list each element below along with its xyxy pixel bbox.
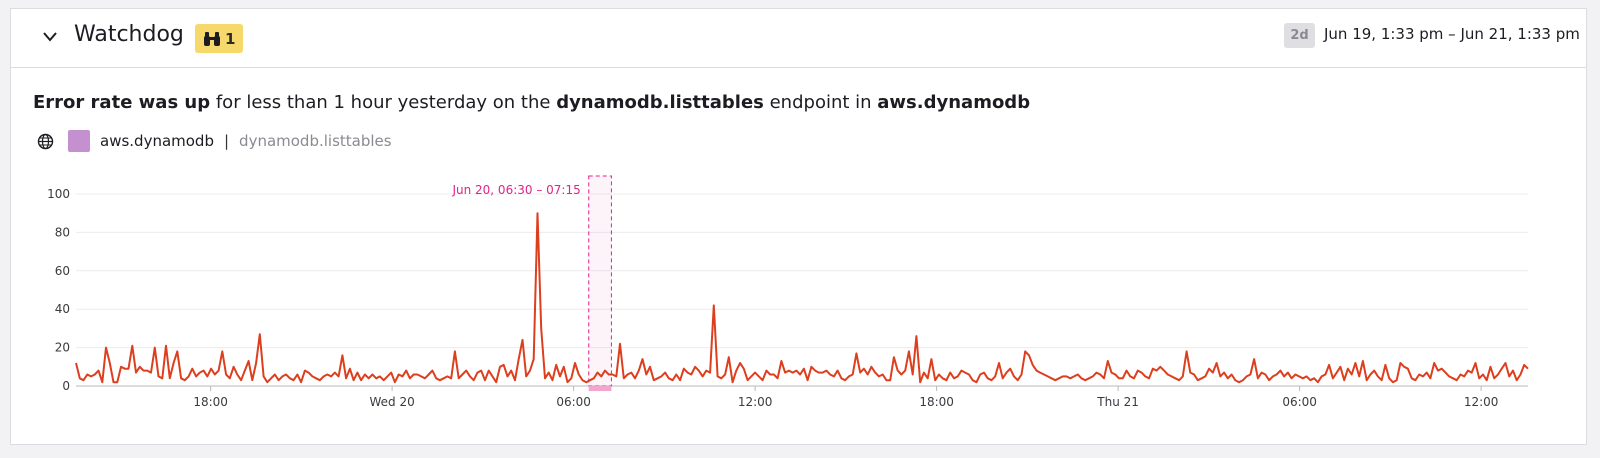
x-tick-label: 12:00 <box>738 395 773 409</box>
watchdog-alert-badge[interactable]: 1 <box>195 24 244 53</box>
panel-title: Watchdog <box>74 22 184 47</box>
tag-row: aws.dynamodb | dynamodb.listtables <box>37 129 392 153</box>
panel-header: Watchdog 1 2d Jun 19, 1:33 pm – Jun 21, … <box>11 9 1586 68</box>
anomaly-highlight-box <box>588 175 612 387</box>
headline-emphasis: Error rate was up <box>33 92 211 113</box>
x-tick-label: 06:00 <box>1282 395 1317 409</box>
y-tick-label: 0 <box>62 379 70 393</box>
binoculars-icon <box>204 31 220 46</box>
alert-count: 1 <box>225 29 236 48</box>
anomaly-range-marker <box>588 386 612 391</box>
y-tick-label: 40 <box>55 302 70 316</box>
x-tick-label: 18:00 <box>193 395 228 409</box>
anomaly-range-label: Jun 20, 06:30 – 07:15 <box>451 183 580 197</box>
y-tick-label: 100 <box>47 187 70 201</box>
watchdog-panel: Watchdog 1 2d Jun 19, 1:33 pm – Jun 21, … <box>10 8 1587 445</box>
y-tick-label: 80 <box>55 225 70 239</box>
x-tick-label: 12:00 <box>1464 395 1499 409</box>
resource-tag[interactable]: dynamodb.listtables <box>239 132 392 150</box>
tag-separator: | <box>223 132 230 150</box>
x-tick-label: Wed 20 <box>369 395 414 409</box>
service-tag[interactable]: aws.dynamodb <box>100 132 214 150</box>
x-tick-label: 18:00 <box>919 395 954 409</box>
x-tick-label: 06:00 <box>556 395 591 409</box>
time-range-badge[interactable]: 2d <box>1284 23 1315 48</box>
y-tick-label: 20 <box>55 341 70 355</box>
insight-headline: Error rate was up for less than 1 hour y… <box>33 92 1030 113</box>
x-tick-label: Thu 21 <box>1096 395 1139 409</box>
service-color-swatch <box>68 130 90 152</box>
headline-text: for less than 1 hour yesterday on the <box>210 92 557 113</box>
headline-text-2: endpoint in <box>763 92 878 113</box>
error-rate-series-line <box>75 212 1529 384</box>
time-range-text[interactable]: Jun 19, 1:33 pm – Jun 21, 1:33 pm <box>1324 25 1580 43</box>
headline-service: aws.dynamodb <box>877 92 1031 113</box>
headline-resource: dynamodb.listtables <box>556 92 764 113</box>
y-tick-label: 60 <box>55 264 70 278</box>
chevron-down-icon[interactable] <box>41 30 59 44</box>
error-rate-chart: 0 20 40 60 80 100 18:00 Wed 20 06:00 12:00 18:00 Th… <box>47 175 1529 409</box>
globe-icon <box>37 133 54 149</box>
